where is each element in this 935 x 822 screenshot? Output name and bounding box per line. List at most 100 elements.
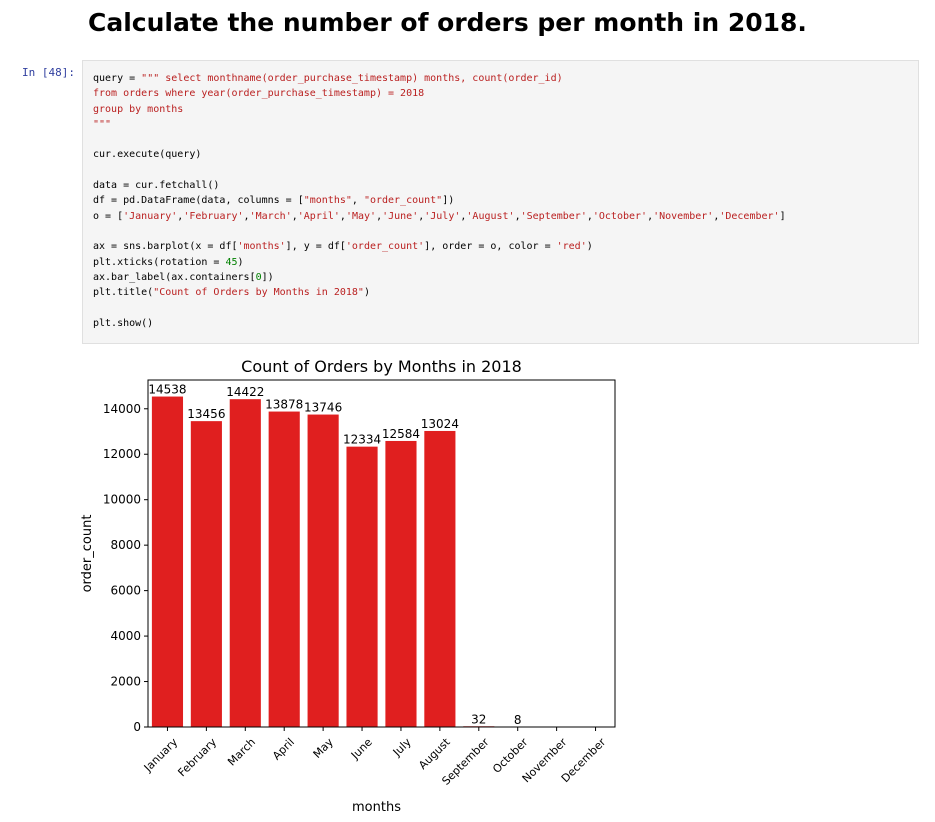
code-token: 'January': [123, 210, 178, 222]
code-token: from orders where year(order_purchase_ti…: [93, 88, 425, 100]
code-line: group by months: [93, 102, 786, 117]
code-token: ]: [779, 210, 786, 222]
code-line: plt.show(): [93, 316, 786, 331]
code-line: ax = sns.barplot(x = df['months'], y = d…: [93, 239, 786, 254]
y-axis-label: order_count: [80, 515, 95, 593]
code-token: ], order = o, color =: [424, 241, 557, 253]
code-line: """: [93, 117, 786, 132]
x-axis-label: months: [352, 800, 401, 815]
bar-label: 8: [514, 713, 522, 727]
code-token: 'February': [183, 210, 244, 222]
code-token: ], y = df[: [285, 241, 346, 253]
code-token: ,: [291, 210, 298, 222]
x-tick-label: August: [416, 735, 453, 772]
code-token: plt.title(: [93, 287, 154, 299]
code-line: ax.bar_label(ax.containers[0]): [93, 270, 786, 285]
y-tick-label: 2000: [110, 675, 141, 689]
bar-february: [190, 421, 222, 727]
chart-title: Count of Orders by Months in 2018: [241, 357, 522, 376]
bar-label: 12584: [382, 427, 420, 441]
cell-prompt: In [48]:: [22, 66, 75, 79]
code-token: ): [363, 287, 370, 299]
code-token: 'July': [424, 210, 461, 222]
y-tick-label: 8000: [110, 538, 141, 552]
code-line: plt.xticks(rotation = 45): [93, 255, 786, 270]
code-token: 'April': [297, 210, 340, 222]
code-line: [93, 300, 786, 315]
code-line: df = pd.DataFrame(data, columns = ["mont…: [93, 193, 786, 208]
bar-label: 13746: [304, 401, 342, 415]
code-token: "months": [303, 195, 352, 207]
code-token: """ select monthname(order_purchase_time…: [141, 73, 563, 84]
code-token: 'October': [592, 210, 648, 222]
code-token: ,: [586, 210, 593, 222]
code-token: 'August': [466, 210, 515, 222]
code-editor[interactable]: query = """ select monthname(order_purch…: [93, 71, 786, 331]
code-token: ,: [713, 210, 720, 222]
code-token: "Count of Orders by Months in 2018": [153, 287, 364, 299]
y-tick-label: 4000: [110, 629, 141, 643]
code-line: [93, 224, 786, 239]
x-tick-label: May: [311, 735, 337, 761]
code-line: [93, 132, 786, 147]
code-token: 'September': [520, 210, 587, 222]
code-token: group by months: [93, 103, 184, 115]
code-line: plt.title("Count of Orders by Months in …: [93, 285, 786, 300]
bar-label: 13456: [187, 407, 225, 421]
code-token: plt.xticks(rotation =: [93, 256, 226, 268]
code-token: 'June': [382, 210, 419, 222]
code-token: 'December': [719, 210, 780, 222]
code-token: ,: [460, 210, 467, 222]
code-token: """: [93, 118, 112, 130]
code-line: from orders where year(order_purchase_ti…: [93, 86, 786, 101]
bar-july: [385, 440, 417, 727]
x-tick-label: January: [141, 735, 181, 775]
code-token: ,: [514, 210, 521, 222]
y-tick-label: 12000: [103, 447, 141, 461]
code-token: ax.bar_label(ax.containers[: [93, 271, 256, 283]
y-tick-label: 0: [133, 720, 141, 734]
code-token: df = pd.DataFrame(data, columns = [: [93, 195, 304, 207]
bar-april: [268, 411, 300, 727]
code-token: 0: [255, 271, 262, 283]
code-token: ): [237, 256, 244, 268]
bar-june: [346, 446, 378, 727]
plot-frame: [147, 379, 616, 728]
code-token: 'order_count': [345, 241, 425, 253]
code-token: "order_count": [363, 195, 443, 207]
notebook-heading: Calculate the number of orders per month…: [88, 8, 807, 37]
code-token: cur.execute(query): [93, 149, 202, 161]
code-token: 'red': [556, 241, 587, 253]
bar-march: [229, 399, 261, 727]
code-token: ]): [442, 195, 455, 207]
bar-may: [307, 414, 339, 727]
x-tick-label: July: [390, 735, 414, 759]
code-token: query =: [93, 73, 142, 84]
bar-label: 12334: [343, 433, 381, 447]
y-tick-label: 14000: [103, 402, 141, 416]
code-token: ,: [243, 210, 250, 222]
code-token: ): [586, 241, 593, 253]
bar-january: [151, 396, 184, 727]
x-tick-label: February: [175, 735, 219, 779]
code-line: [93, 163, 786, 178]
x-tick-label: April: [270, 736, 297, 763]
bar-label: 14538: [148, 383, 186, 397]
code-token: ,: [351, 195, 364, 207]
code-line: o = ['January','February','March','April…: [93, 209, 786, 224]
bar-label: 14422: [226, 385, 264, 399]
code-token: ,: [376, 210, 383, 222]
code-token: 45: [225, 256, 238, 268]
code-token: ]): [261, 271, 274, 283]
code-line: cur.execute(query): [93, 147, 786, 162]
code-line: data = cur.fetchall(): [93, 178, 786, 193]
code-cell[interactable]: query = """ select monthname(order_purch…: [82, 60, 919, 344]
code-token: plt.show(): [93, 317, 154, 329]
bar-label: 13878: [265, 398, 303, 412]
bar-label: 32: [471, 712, 486, 726]
code-token: 'November': [653, 210, 714, 222]
bar-august: [424, 430, 456, 727]
code-token: ,: [177, 210, 184, 222]
bar-chart: Count of Orders by Months in 2018 14538 Ja…: [80, 357, 616, 815]
y-tick-label: 10000: [103, 493, 141, 507]
